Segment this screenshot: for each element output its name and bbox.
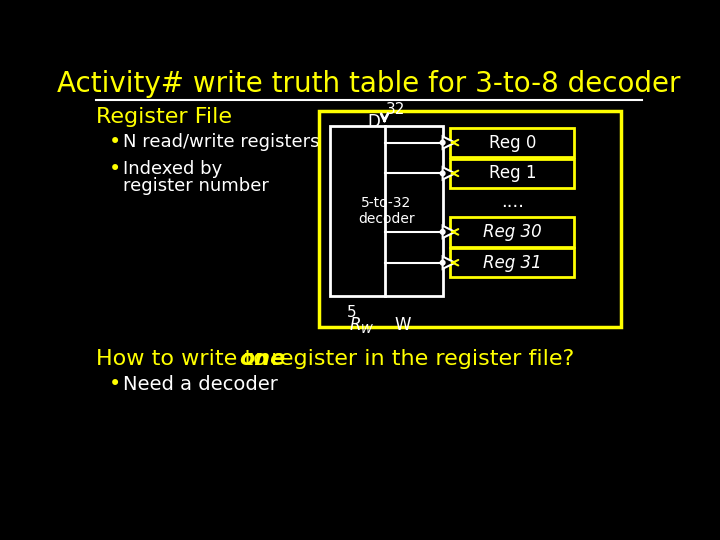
Bar <box>451 248 575 278</box>
Circle shape <box>441 140 445 145</box>
Polygon shape <box>443 167 455 179</box>
Text: register in the register file?: register in the register file? <box>264 349 575 369</box>
Text: Need a decoder: Need a decoder <box>122 375 277 394</box>
Text: Indexed by: Indexed by <box>122 160 222 178</box>
Text: 5-to-32
decoder: 5-to-32 decoder <box>358 196 415 226</box>
Text: •: • <box>109 374 122 394</box>
Circle shape <box>441 171 445 176</box>
Text: 5: 5 <box>347 305 357 320</box>
Bar <box>451 128 575 157</box>
Polygon shape <box>443 226 455 238</box>
Text: N read/write registers: N read/write registers <box>122 133 319 151</box>
Circle shape <box>441 230 445 234</box>
Text: How to write to: How to write to <box>96 349 274 369</box>
Text: Register File: Register File <box>96 107 232 127</box>
Text: Reg 0: Reg 0 <box>489 133 536 152</box>
Text: $R_W$: $R_W$ <box>348 315 374 335</box>
Text: one: one <box>240 349 286 369</box>
Bar <box>319 111 621 327</box>
Text: register number: register number <box>122 177 269 195</box>
Text: •: • <box>109 132 122 152</box>
Bar <box>451 159 575 188</box>
Text: •: • <box>109 159 122 179</box>
Text: W: W <box>394 316 410 334</box>
Text: Reg 1: Reg 1 <box>489 164 536 183</box>
Text: D: D <box>367 113 380 131</box>
Text: Reg 30: Reg 30 <box>483 223 541 241</box>
Polygon shape <box>443 256 455 269</box>
Bar <box>330 126 443 296</box>
Text: ....: .... <box>501 193 524 211</box>
Text: Activity# write truth table for 3-to-8 decoder: Activity# write truth table for 3-to-8 d… <box>58 70 680 98</box>
Circle shape <box>441 260 445 265</box>
Text: Reg 31: Reg 31 <box>483 254 541 272</box>
Bar <box>451 217 575 247</box>
Polygon shape <box>443 137 455 148</box>
Text: 32: 32 <box>386 102 405 117</box>
